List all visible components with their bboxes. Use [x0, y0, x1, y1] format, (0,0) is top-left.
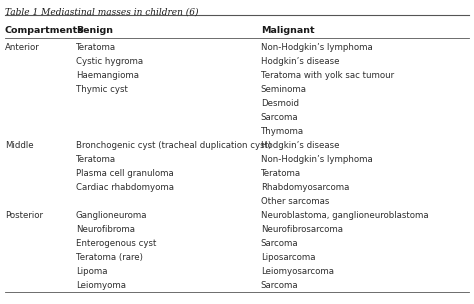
Text: Neurofibrosarcoma: Neurofibrosarcoma	[261, 225, 343, 234]
Text: Lipoma: Lipoma	[76, 267, 107, 276]
Text: Thymoma: Thymoma	[261, 127, 304, 136]
Text: Bronchogenic cyst (tracheal duplication cyst): Bronchogenic cyst (tracheal duplication …	[76, 141, 271, 150]
Text: Non-Hodgkin’s lymphoma: Non-Hodgkin’s lymphoma	[261, 155, 373, 164]
Text: Neurofibroma: Neurofibroma	[76, 225, 135, 234]
Text: Thymic cyst: Thymic cyst	[76, 85, 128, 94]
Text: Teratoma with yolk sac tumour: Teratoma with yolk sac tumour	[261, 71, 394, 80]
Text: Malignant: Malignant	[261, 26, 314, 35]
Text: Other sarcomas: Other sarcomas	[261, 197, 329, 206]
Text: Haemangioma: Haemangioma	[76, 71, 139, 80]
Text: Compartments: Compartments	[5, 26, 83, 35]
Text: Ganglioneuroma: Ganglioneuroma	[76, 211, 147, 220]
Text: Teratoma: Teratoma	[76, 155, 116, 164]
Text: Seminoma: Seminoma	[261, 85, 307, 94]
Text: Posterior: Posterior	[5, 211, 43, 220]
Text: Middle: Middle	[5, 141, 33, 150]
Text: Plasma cell granuloma: Plasma cell granuloma	[76, 169, 173, 178]
Text: Rhabdomyosarcoma: Rhabdomyosarcoma	[261, 183, 349, 192]
Text: Teratoma: Teratoma	[76, 43, 116, 52]
Text: Anterior: Anterior	[5, 43, 39, 52]
Text: Enterogenous cyst: Enterogenous cyst	[76, 239, 156, 248]
Text: Table 1 Mediastinal masses in children (6): Table 1 Mediastinal masses in children (…	[5, 8, 198, 17]
Text: Leiomyosarcoma: Leiomyosarcoma	[261, 267, 334, 276]
Text: Hodgkin’s disease: Hodgkin’s disease	[261, 141, 339, 150]
Text: Teratoma (rare): Teratoma (rare)	[76, 253, 143, 262]
Text: Teratoma: Teratoma	[261, 169, 301, 178]
Text: Sarcoma: Sarcoma	[261, 239, 298, 248]
Text: Benign: Benign	[76, 26, 113, 35]
Text: Neuroblastoma, ganglioneuroblastoma: Neuroblastoma, ganglioneuroblastoma	[261, 211, 428, 220]
Text: Liposarcoma: Liposarcoma	[261, 253, 315, 262]
Text: Non-Hodgkin’s lymphoma: Non-Hodgkin’s lymphoma	[261, 43, 373, 52]
Text: Cardiac rhabdomyoma: Cardiac rhabdomyoma	[76, 183, 174, 192]
Text: Hodgkin’s disease: Hodgkin’s disease	[261, 57, 339, 66]
Text: Sarcoma: Sarcoma	[261, 113, 298, 122]
Text: Sarcoma: Sarcoma	[261, 281, 298, 290]
Text: Leiomyoma: Leiomyoma	[76, 281, 126, 290]
Text: Desmoid: Desmoid	[261, 99, 299, 108]
Text: Cystic hygroma: Cystic hygroma	[76, 57, 143, 66]
